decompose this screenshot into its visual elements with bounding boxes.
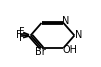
Text: OH: OH [62,45,77,55]
Text: N: N [62,16,70,26]
Text: Br: Br [35,47,46,57]
Text: F: F [16,30,22,40]
Text: F: F [19,27,24,37]
Text: N: N [75,30,83,40]
Text: F: F [19,33,24,43]
